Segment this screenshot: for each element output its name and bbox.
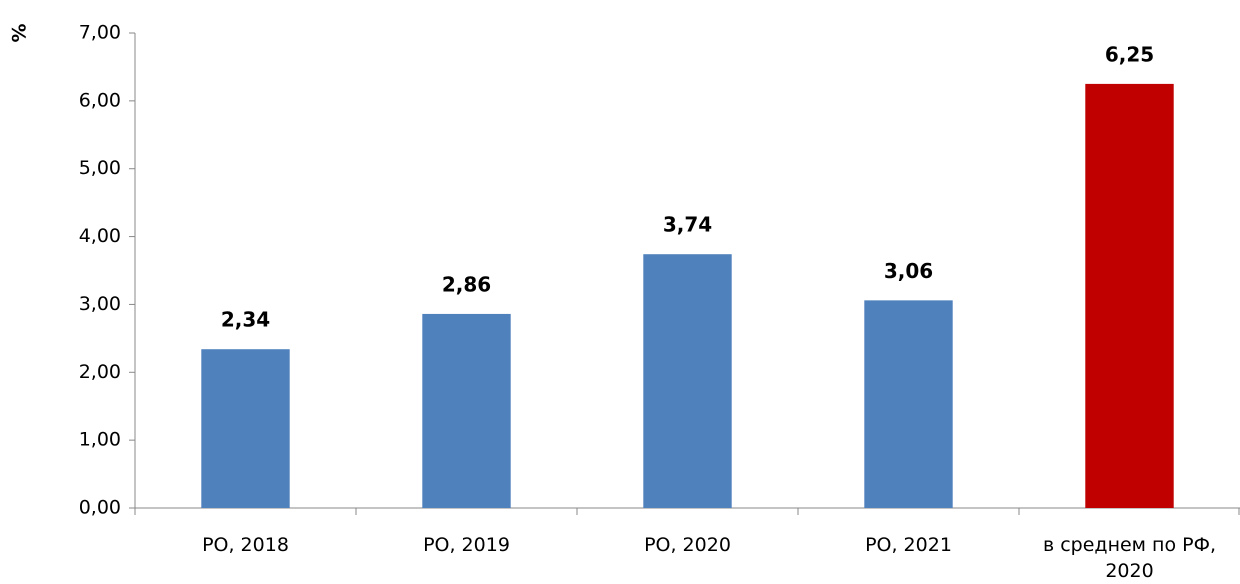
y-tick-label: 5,00 bbox=[79, 157, 121, 179]
value-label: 6,25 bbox=[1105, 42, 1154, 66]
bar bbox=[201, 349, 290, 508]
bar bbox=[864, 300, 953, 508]
y-tick-label: 7,00 bbox=[79, 22, 121, 44]
y-axis-label: % bbox=[9, 23, 31, 42]
bar bbox=[422, 313, 511, 508]
value-label: 2,34 bbox=[221, 308, 270, 332]
y-tick-label: 0,00 bbox=[79, 497, 121, 519]
x-tick-label: РО, 2019 bbox=[423, 534, 510, 556]
bar bbox=[643, 254, 732, 508]
value-label: 2,86 bbox=[442, 272, 491, 296]
value-label: 3,74 bbox=[663, 213, 712, 237]
y-tick-label: 6,00 bbox=[79, 89, 121, 111]
y-tick-label: 2,00 bbox=[79, 361, 121, 383]
x-tick-label: РО, 2020 bbox=[644, 534, 731, 556]
y-tick-label: 4,00 bbox=[79, 225, 121, 247]
y-tick-label: 3,00 bbox=[79, 293, 121, 315]
value-label: 3,06 bbox=[884, 259, 933, 283]
x-tick-label: в среднем по РФ, 2020 bbox=[1043, 534, 1216, 582]
y-tick-label: 1,00 bbox=[79, 429, 121, 451]
x-tick-label: РО, 2021 bbox=[865, 534, 952, 556]
x-tick-label: РО, 2018 bbox=[202, 534, 289, 556]
bar bbox=[1085, 83, 1174, 509]
